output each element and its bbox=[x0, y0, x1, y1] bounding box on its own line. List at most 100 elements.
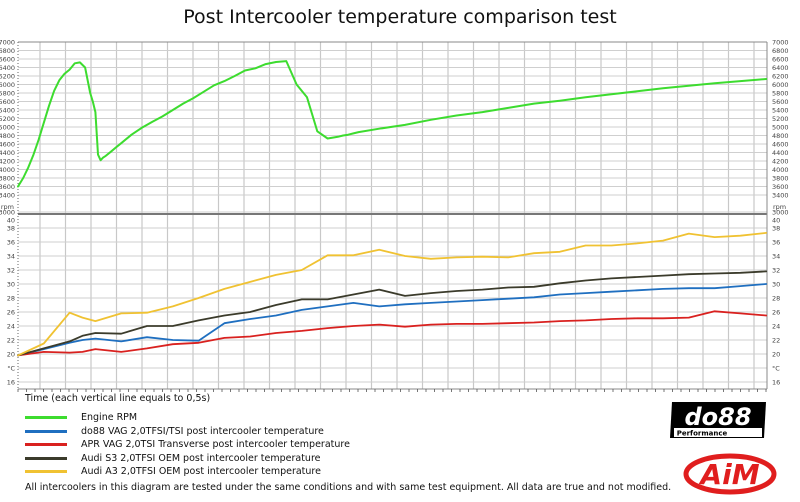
svg-text:5400: 5400 bbox=[0, 106, 15, 114]
svg-text:6400: 6400 bbox=[0, 64, 15, 72]
svg-text:4400: 4400 bbox=[772, 149, 789, 157]
svg-text:5200: 5200 bbox=[0, 115, 15, 123]
aim-logo: AiM bbox=[683, 453, 777, 495]
legend-item: Engine RPM bbox=[25, 411, 350, 425]
svg-text:5600: 5600 bbox=[0, 98, 15, 106]
legend-swatch bbox=[25, 443, 67, 447]
svg-text:3400: 3400 bbox=[0, 191, 15, 199]
svg-text:6200: 6200 bbox=[0, 72, 15, 80]
svg-text:32: 32 bbox=[7, 266, 15, 274]
legend-item: Audi A3 2,0TFSI OEM post intercooler tem… bbox=[25, 465, 350, 479]
svg-text:4200: 4200 bbox=[772, 157, 789, 165]
chart-title: Post Intercooler temperature comparison … bbox=[183, 6, 617, 28]
series-temp-3 bbox=[17, 231, 768, 357]
svg-text:38: 38 bbox=[7, 224, 15, 232]
legend-item: APR VAG 2,0TSI Transverse post intercool… bbox=[25, 438, 350, 452]
series-temp-1 bbox=[17, 310, 768, 357]
svg-text:4600: 4600 bbox=[0, 140, 15, 148]
svg-text:3000: 3000 bbox=[0, 208, 15, 216]
svg-text:20: 20 bbox=[7, 350, 15, 358]
svg-text:5000: 5000 bbox=[0, 123, 15, 131]
svg-text:7000: 7000 bbox=[0, 38, 15, 46]
svg-text:6600: 6600 bbox=[772, 55, 789, 63]
svg-text:36: 36 bbox=[772, 238, 780, 246]
legend-item: do88 VAG 2,0TFSI/TSI post intercooler te… bbox=[25, 425, 350, 439]
svg-text:34: 34 bbox=[7, 252, 15, 260]
svg-text:5400: 5400 bbox=[772, 106, 789, 114]
svg-text:40: 40 bbox=[7, 216, 15, 224]
svg-text:6800: 6800 bbox=[772, 47, 789, 55]
svg-text:°C: °C bbox=[772, 364, 780, 372]
svg-text:4400: 4400 bbox=[0, 149, 15, 157]
svg-text:6600: 6600 bbox=[0, 55, 15, 63]
svg-text:6400: 6400 bbox=[772, 64, 789, 72]
legend-label: Engine RPM bbox=[81, 412, 138, 424]
legend-swatch bbox=[25, 470, 67, 474]
svg-text:20: 20 bbox=[772, 350, 780, 358]
data-series bbox=[17, 60, 768, 357]
svg-text:5200: 5200 bbox=[772, 115, 789, 123]
svg-text:30: 30 bbox=[772, 280, 780, 288]
legend-item: Audi S3 2,0TFSI OEM post intercooler tem… bbox=[25, 452, 350, 466]
legend-swatch bbox=[25, 456, 67, 460]
svg-text:6800: 6800 bbox=[0, 47, 15, 55]
svg-text:5800: 5800 bbox=[772, 89, 789, 97]
svg-text:22: 22 bbox=[7, 336, 15, 344]
svg-text:rpm: rpm bbox=[1, 203, 14, 211]
svg-text:4600: 4600 bbox=[772, 140, 789, 148]
series-temp-2 bbox=[17, 270, 768, 357]
svg-text:32: 32 bbox=[772, 266, 780, 274]
do88-performance-logo: do88 Performance bbox=[670, 402, 766, 438]
svg-text:16: 16 bbox=[7, 378, 15, 386]
series-temp-0 bbox=[17, 283, 768, 357]
svg-text:4800: 4800 bbox=[0, 132, 15, 140]
svg-text:6200: 6200 bbox=[772, 72, 789, 80]
svg-text:6000: 6000 bbox=[772, 81, 789, 89]
svg-text:4000: 4000 bbox=[0, 166, 15, 174]
svg-text:5600: 5600 bbox=[772, 98, 789, 106]
legend-label: Audi A3 2,0TFSI OEM post intercooler tem… bbox=[81, 466, 321, 478]
svg-text:3400: 3400 bbox=[772, 191, 789, 199]
svg-text:26: 26 bbox=[772, 308, 780, 316]
legend-label: Audi S3 2,0TFSI OEM post intercooler tem… bbox=[81, 452, 321, 464]
svg-text:do88: do88 bbox=[684, 403, 751, 431]
svg-text:4200: 4200 bbox=[0, 157, 15, 165]
svg-text:3800: 3800 bbox=[772, 174, 789, 182]
grid-lines bbox=[18, 41, 767, 389]
x-axis-label: Time (each vertical line equals to 0,5s) bbox=[25, 393, 211, 404]
legend-swatch bbox=[25, 416, 67, 420]
svg-text:rpm: rpm bbox=[773, 203, 786, 211]
svg-text:4000: 4000 bbox=[772, 166, 789, 174]
svg-text:24: 24 bbox=[772, 322, 780, 330]
legend: Engine RPM do88 VAG 2,0TFSI/TSI post inte… bbox=[25, 411, 350, 479]
legend-label: APR VAG 2,0TSI Transverse post intercool… bbox=[81, 439, 350, 451]
footnote: All intercoolers in this diagram are tes… bbox=[25, 482, 672, 493]
legend-swatch bbox=[25, 429, 67, 433]
svg-text:28: 28 bbox=[772, 294, 780, 302]
svg-text:40: 40 bbox=[772, 216, 780, 224]
svg-text:34: 34 bbox=[772, 252, 780, 260]
svg-text:3000: 3000 bbox=[772, 208, 789, 216]
svg-text:16: 16 bbox=[772, 378, 780, 386]
svg-text:30: 30 bbox=[7, 280, 15, 288]
svg-text:°C: °C bbox=[7, 364, 15, 372]
svg-text:5000: 5000 bbox=[772, 123, 789, 131]
svg-text:3600: 3600 bbox=[772, 183, 789, 191]
svg-text:22: 22 bbox=[772, 336, 780, 344]
svg-text:7000: 7000 bbox=[772, 38, 789, 46]
svg-text:24: 24 bbox=[7, 322, 15, 330]
svg-text:5800: 5800 bbox=[0, 89, 15, 97]
svg-text:4800: 4800 bbox=[772, 132, 789, 140]
svg-text:6000: 6000 bbox=[0, 81, 15, 89]
svg-text:AiM: AiM bbox=[698, 458, 759, 491]
legend-label: do88 VAG 2,0TFSI/TSI post intercooler te… bbox=[81, 425, 324, 437]
svg-text:26: 26 bbox=[7, 308, 15, 316]
svg-text:36: 36 bbox=[7, 238, 15, 246]
svg-text:38: 38 bbox=[772, 224, 780, 232]
svg-text:3800: 3800 bbox=[0, 174, 15, 182]
svg-text:Performance: Performance bbox=[677, 430, 728, 438]
svg-text:28: 28 bbox=[7, 294, 15, 302]
svg-text:3600: 3600 bbox=[0, 183, 15, 191]
